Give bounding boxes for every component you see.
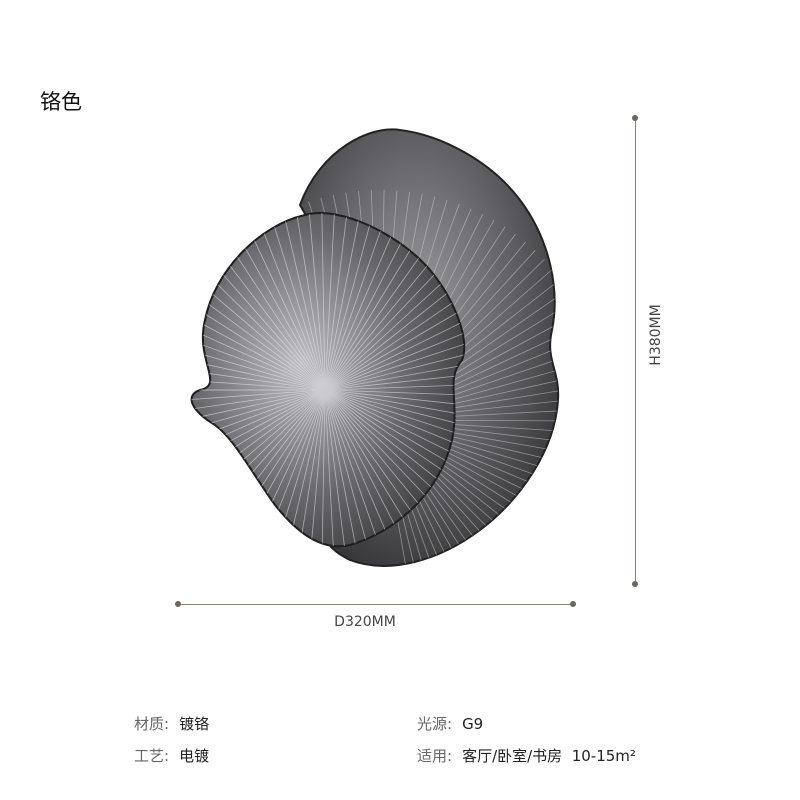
leaf-vein bbox=[191, 389, 326, 469]
leaf-vein bbox=[324, 389, 465, 398]
leaf-vein bbox=[324, 213, 349, 391]
leaf-vein bbox=[321, 213, 326, 391]
leaf-vein bbox=[324, 389, 465, 411]
leaf-vein bbox=[324, 220, 413, 391]
leaf-vein bbox=[324, 389, 465, 475]
spec-value: 电镀 bbox=[179, 747, 210, 765]
leaf-vein bbox=[324, 389, 336, 547]
leaf-vein bbox=[324, 213, 336, 391]
leaf-vein bbox=[191, 349, 326, 391]
leaf-vein bbox=[324, 389, 465, 463]
height-label: H380MM bbox=[648, 304, 664, 366]
leaf-vein bbox=[243, 218, 326, 391]
leaf-vein bbox=[191, 389, 326, 457]
leaf-vein bbox=[220, 231, 326, 391]
spec-light-source: 光源: G9 bbox=[417, 713, 483, 734]
leaf-vein bbox=[324, 213, 363, 391]
spec-value: 镀铬 bbox=[179, 715, 210, 733]
spec-value: 客厅/卧室/书房 10-15m² bbox=[462, 747, 636, 765]
leaf-vein bbox=[268, 213, 326, 391]
spec-applicable: 适用: 客厅/卧室/书房 10-15m² bbox=[417, 745, 636, 766]
leaf-vein bbox=[324, 251, 457, 391]
leaf-vein bbox=[191, 287, 326, 391]
leaf-vein bbox=[191, 362, 326, 391]
spec-label: 材质: bbox=[134, 715, 170, 733]
leaf-vein bbox=[307, 389, 326, 547]
leaf-vein bbox=[191, 389, 326, 444]
leaf-vein bbox=[324, 305, 465, 391]
leaf-vein bbox=[231, 224, 326, 391]
leaf-vein bbox=[324, 227, 425, 391]
diameter-label: D320MM bbox=[334, 614, 396, 630]
leaf-vein bbox=[191, 389, 326, 481]
leaf-vein bbox=[191, 389, 326, 404]
leaf-vein bbox=[324, 215, 401, 391]
dimension-endpoint bbox=[632, 581, 638, 587]
leaf-vein bbox=[324, 330, 465, 391]
spec-label: 适用: bbox=[417, 747, 453, 765]
leaf-vein bbox=[324, 317, 465, 391]
spec-material: 材质: 镀铬 bbox=[134, 713, 209, 734]
leaf-vein bbox=[191, 299, 326, 391]
height-dimension-line bbox=[635, 118, 636, 584]
leaf-vein bbox=[321, 389, 326, 547]
spec-value: G9 bbox=[462, 715, 484, 733]
spec-label: 光源: bbox=[417, 715, 453, 733]
spec-label: 工艺: bbox=[134, 747, 170, 765]
leaf-vein bbox=[324, 243, 447, 391]
leaf-vein bbox=[191, 323, 326, 391]
leaf-vein bbox=[307, 213, 326, 391]
product-color-title: 铬色 bbox=[40, 90, 82, 114]
leaf-vein bbox=[191, 389, 326, 493]
spec-process: 工艺: 电镀 bbox=[134, 745, 209, 766]
leaf-vein bbox=[324, 389, 465, 450]
leaf-vein bbox=[324, 382, 465, 391]
leaf-vein bbox=[324, 213, 376, 391]
leaf-vein bbox=[324, 213, 388, 391]
leaf-vein bbox=[324, 389, 465, 437]
leaf-vein bbox=[324, 343, 465, 391]
diameter-dimension-line bbox=[178, 604, 573, 605]
leaf-vein bbox=[255, 213, 326, 391]
leaf-vein bbox=[294, 213, 326, 391]
leaf-vein bbox=[191, 389, 326, 431]
leaf-vein bbox=[281, 213, 326, 391]
leaf-vein bbox=[324, 234, 436, 391]
leaf-vein bbox=[191, 389, 326, 418]
dimension-endpoint bbox=[570, 601, 576, 607]
leaf-vein bbox=[324, 389, 465, 424]
leaf-vein bbox=[294, 389, 326, 547]
leaf-vein bbox=[324, 369, 465, 391]
leaf-vein bbox=[324, 389, 349, 547]
leaf-vein bbox=[191, 311, 326, 391]
leaf-vein bbox=[191, 376, 326, 391]
leaf-vein bbox=[324, 356, 465, 391]
dimension-endpoint bbox=[632, 115, 638, 121]
dimension-endpoint bbox=[175, 601, 181, 607]
leaf-vein bbox=[191, 336, 326, 391]
